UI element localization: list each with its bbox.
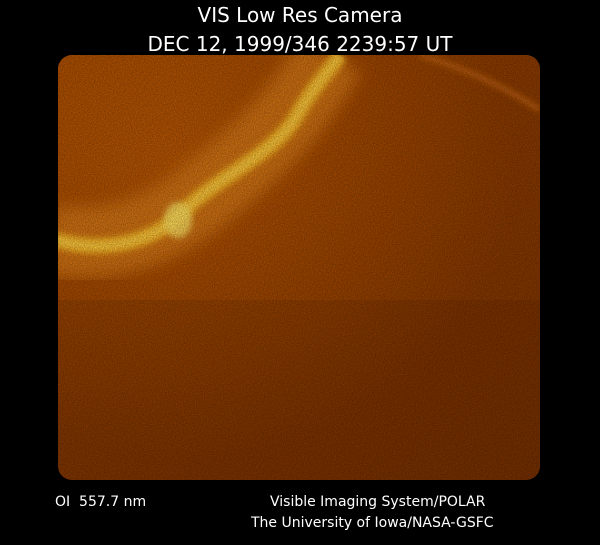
instrument: Visible Imaging System/POLAR [270, 494, 486, 510]
institution: The University of Iowa/NASA-GSFC [250, 515, 494, 531]
wavelength: OI 557.7 nm [55, 494, 146, 510]
timestamp: DEC 12, 1999/346 2239:57 UT [148, 32, 454, 56]
auroral-image [58, 55, 540, 480]
title: VIS Low Res Camera [198, 3, 403, 27]
